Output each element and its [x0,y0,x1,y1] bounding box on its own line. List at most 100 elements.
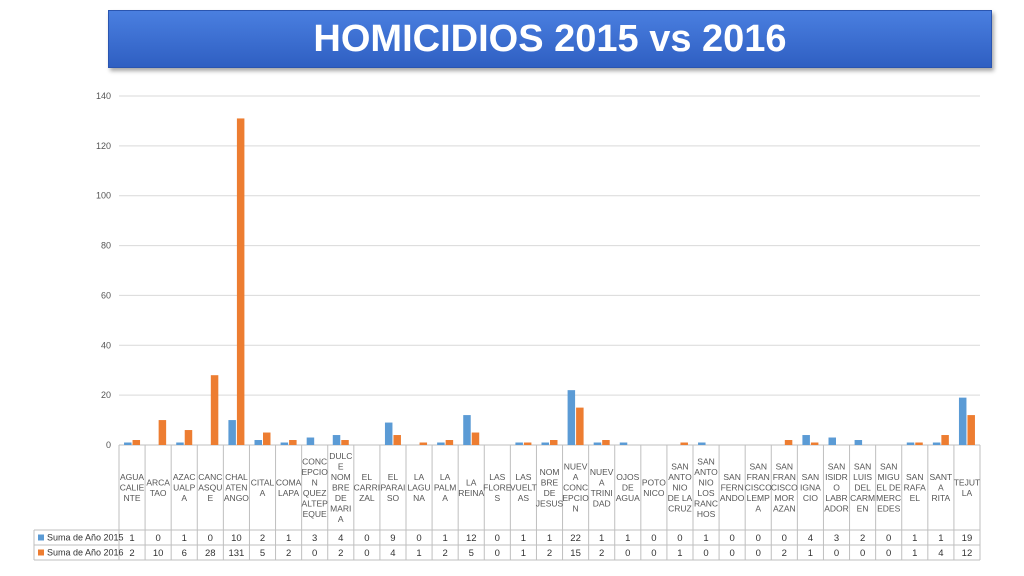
bar-2015 [619,442,628,445]
bar-2015 [228,420,236,445]
category-label: SAN MIGU EL DE MERC EDES [876,462,901,514]
table-value: 1 [625,533,630,544]
category-label: SAN LUIS DEL CARM EN [850,462,875,514]
table-value: 10 [231,533,242,544]
bar-2015 [332,435,341,445]
table-value: 0 [155,533,160,544]
table-value: 1 [416,548,421,559]
table-value: 0 [729,548,734,559]
table-value: 0 [312,548,317,559]
chart-title: HOMICIDIOS 2015 vs 2016 [108,10,992,68]
category-label: SAN ANTO NIO LOS RANC HOS [694,456,718,519]
table-value: 1 [912,533,917,544]
bar-2015 [802,435,810,445]
bar-2016 [341,440,349,445]
bar-2015 [463,415,471,445]
bar-2016 [967,415,975,445]
table-value: 2 [338,548,343,559]
y-tick-label: 20 [101,390,111,400]
table-value: 0 [416,533,421,544]
table-value: 0 [756,533,761,544]
category-label: NUEV A TRINI DAD [590,467,614,509]
category-label: LAS FLORE S [483,472,512,503]
table-value: 1 [129,533,134,544]
table-value: 2 [860,533,865,544]
table-value: 2 [599,548,604,559]
table-value: 0 [625,548,630,559]
table-value: 0 [756,548,761,559]
table-value: 0 [677,533,682,544]
category-label: NOM BRE DE JESUS [536,467,564,509]
category-label: POTO NICO [642,477,666,498]
category-label: DULC E NOM BRE DE MARI A [329,451,352,524]
table-value: 2 [442,548,447,559]
table-value: 1 [547,533,552,544]
bar-2015 [932,442,941,445]
bar-2016 [680,442,688,445]
legend-label: Suma de Año 2016 [47,548,124,558]
table-value: 0 [834,548,839,559]
table-value: 1 [286,533,291,544]
bar-2015 [541,442,549,445]
table-value: 2 [547,548,552,559]
legend-label: Suma de Año 2015 [47,533,124,543]
category-label: SANT A RITA [930,472,953,503]
bar-2016 [445,440,454,445]
category-label: CONC EPCIO N QUEZ ALTEP EQUE [301,456,328,519]
bar-2016 [550,440,558,445]
table-value: 2 [129,548,134,559]
bar-2016 [576,407,584,445]
table-value: 0 [364,548,369,559]
bar-2016 [236,118,245,445]
bar-2016 [184,430,193,445]
bar-2016 [419,442,428,445]
bar-2016 [393,435,401,445]
table-value: 15 [570,548,581,559]
bar-2015 [124,442,132,445]
bar-2015 [958,397,967,445]
category-label: TEJUT LA [954,477,980,498]
bar-2016 [263,432,271,445]
y-tick-label: 140 [96,91,111,101]
category-label: ARCA TAO [146,477,170,498]
table-value: 1 [442,533,447,544]
bar-2016 [132,440,141,445]
table-value: 12 [466,533,477,544]
bar-2015 [593,442,602,445]
bar-2016 [471,432,480,445]
category-label: SAN ANTO NIO DE LA CRUZ [668,462,693,514]
bar-2015 [254,440,262,445]
table-value: 1 [912,548,917,559]
category-label: AGUA CALIE NTE [120,472,145,503]
bar-2016 [210,375,219,445]
table-value: 0 [208,533,213,544]
table-value: 0 [651,533,656,544]
table-value: 1 [808,548,813,559]
table-value: 0 [886,533,891,544]
bar-2015 [280,442,289,445]
table-value: 0 [782,533,787,544]
table-value: 1 [677,548,682,559]
bar-2016 [810,442,819,445]
table-value: 19 [962,533,973,544]
category-label: NUEV A CONC EPCIO N [562,462,589,514]
bar-2015 [906,442,915,445]
table-value: 22 [570,533,581,544]
y-tick-label: 80 [101,241,111,251]
table-value: 1 [938,533,943,544]
table-value: 1 [599,533,604,544]
bar-2016 [941,435,949,445]
y-tick-label: 0 [106,440,111,450]
table-value: 5 [469,548,474,559]
bar-2016 [289,440,297,445]
table-value: 1 [521,548,526,559]
category-label: CITAL A [251,477,275,498]
category-label: SAN IGNA CIO [800,472,821,503]
category-label: LAS VUELT AS [510,472,537,503]
table-value: 28 [205,548,216,559]
table-value: 9 [390,533,395,544]
table-value: 2 [782,548,787,559]
category-label: LA PALM A [434,472,457,503]
table-value: 12 [962,548,973,559]
